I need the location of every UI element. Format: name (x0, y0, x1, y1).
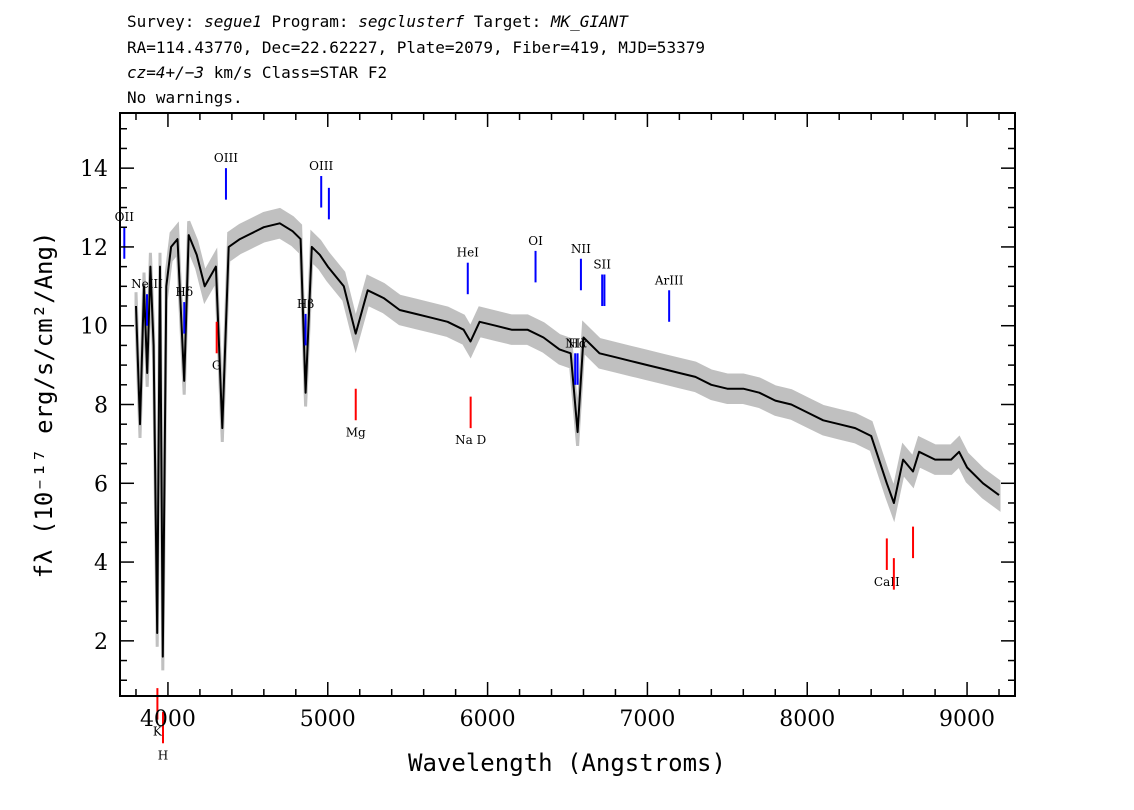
header-line-redshift: cz=4+/−3 km/s Class=STAR F2 (127, 63, 387, 82)
emission-line-label: Hδ (175, 285, 193, 299)
emission-line-label: OIII (214, 151, 238, 165)
emission-line-label: NII (565, 336, 585, 350)
y-tick-label: 2 (94, 630, 108, 655)
x-tick-label: 8000 (779, 707, 835, 732)
absorption-line-label: Na D (455, 433, 486, 447)
error-band (134, 207, 1001, 671)
x-tick-label: 4000 (140, 707, 196, 732)
line-marker-layer: OIINeIIIHδOIIIHβOIIIHeIOINIIHαNIISIIArII… (115, 151, 915, 762)
emission-line-label: Hβ (297, 297, 314, 311)
flux-layer (135, 222, 1000, 658)
header-line-survey: Survey: segue1 Program: segclusterf Targ… (127, 12, 628, 31)
y-tick-label: 12 (80, 236, 108, 261)
emission-line-label: OIII (309, 159, 333, 173)
x-tick-label: 6000 (460, 707, 516, 732)
emission-line-label: OI (528, 234, 543, 248)
emission-line-label: NeIII (131, 277, 163, 291)
emission-line-label: ArIII (654, 273, 684, 287)
flux-series-line (135, 222, 1000, 658)
plot-frame (119, 112, 1016, 697)
target-value: MK_GIANT (550, 12, 628, 31)
absorption-line-label: Mg (346, 425, 366, 439)
absorption-line-label: K (153, 725, 163, 739)
y-tick-label: 14 (80, 157, 108, 182)
x-tick-label: 7000 (619, 707, 675, 732)
emission-line-label: OII (115, 210, 135, 224)
y-tick-label: 8 (94, 394, 108, 419)
error-band-layer (134, 207, 1001, 671)
target-label: Target: (464, 12, 551, 31)
y-axis-title: fλ (10⁻¹⁷ erg/s/cm²/Ang) (30, 232, 58, 579)
emission-line-label: Hα (568, 336, 587, 350)
y-tick-label: 4 (94, 551, 108, 576)
x-axis-title: Wavelength (Angstroms) (408, 749, 726, 777)
y-tick-label: 6 (94, 472, 108, 497)
y-tick-label: 10 (80, 315, 108, 340)
emission-line-label: NII (571, 242, 591, 256)
tick-layer: 4000 5000 6000 7000 8000 9000 2 4 6 8 10 12 14 (80, 113, 1015, 732)
survey-value: segue1 (204, 12, 262, 31)
header-line-coordinates: RA=114.43770, Dec=22.62227, Plate=2079, … (127, 38, 705, 57)
program-value: segclusterf (358, 12, 465, 31)
program-label: Program: (261, 12, 359, 31)
absorption-line-label: H (158, 748, 168, 762)
absorption-line-label: CaII (874, 575, 900, 589)
emission-line-label: SII (593, 258, 611, 272)
emission-line-label: HeI (457, 246, 480, 260)
survey-label: Survey: (127, 12, 205, 31)
x-tick-label: 5000 (300, 707, 356, 732)
header-line-warnings: No warnings. (127, 88, 243, 107)
redshift-value: cz=4+/−3 (127, 63, 205, 82)
absorption-line-label: G (212, 358, 222, 372)
class-value: km/s Class=STAR F2 (204, 63, 388, 82)
x-tick-label: 9000 (939, 707, 995, 732)
